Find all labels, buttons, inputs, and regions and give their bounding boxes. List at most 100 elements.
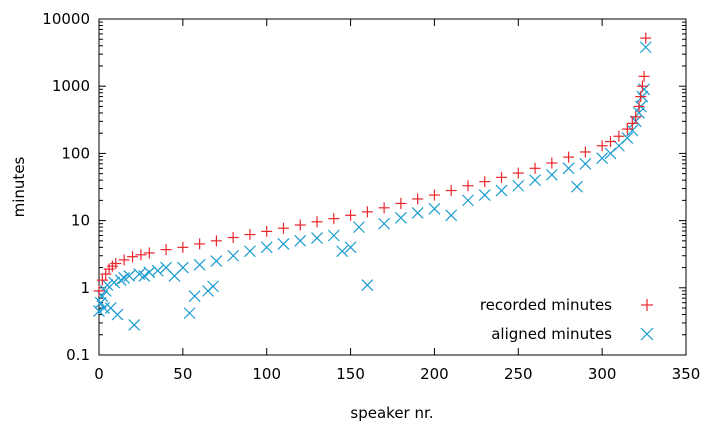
legend-marker-recorded	[641, 299, 653, 311]
marker-d2	[596, 152, 609, 165]
y-tick-label: 1	[80, 279, 90, 297]
data-point-aligned	[151, 264, 164, 277]
data-point-recorded	[378, 202, 390, 214]
marker-d2	[207, 280, 219, 293]
data-point-aligned	[394, 211, 407, 224]
marker-d2	[176, 261, 189, 274]
data-point-aligned	[478, 189, 491, 201]
data-point-aligned	[294, 234, 307, 247]
marker-d2	[311, 232, 323, 244]
series-recorded	[93, 32, 652, 297]
data-point-recorded	[462, 180, 474, 192]
marker-d2	[529, 174, 541, 187]
marker-d2	[260, 241, 273, 254]
data-point-recorded	[428, 189, 440, 201]
data-point-recorded	[412, 193, 424, 205]
data-point-aligned	[277, 237, 290, 250]
marker-d2	[104, 302, 117, 314]
marker-d2	[108, 276, 121, 289]
x-tick-label: 300	[588, 365, 617, 383]
x-tick-label: 250	[504, 365, 533, 383]
data-point-aligned	[411, 207, 424, 219]
x-tick-label: 200	[420, 365, 449, 383]
marker-d2	[571, 180, 583, 193]
marker-d2	[639, 41, 652, 54]
data-point-recorded	[96, 274, 108, 286]
data-point-aligned	[143, 266, 156, 279]
data-point-recorded	[177, 241, 189, 253]
data-point-recorded	[496, 171, 508, 183]
data-point-aligned	[111, 308, 124, 321]
data-point-recorded	[613, 130, 625, 142]
data-point-recorded	[395, 197, 407, 209]
marker-d2	[133, 268, 146, 281]
marker-d2	[151, 264, 164, 277]
legend-plus-marker	[641, 299, 653, 311]
marker-d2	[138, 270, 151, 282]
data-point-aligned	[188, 290, 201, 303]
data-point-recorded	[261, 225, 273, 237]
data-point-aligned	[327, 229, 340, 242]
data-point-aligned	[138, 270, 151, 282]
marker-d2	[344, 241, 357, 254]
data-point-aligned	[101, 279, 114, 291]
data-point-aligned	[579, 157, 592, 170]
legend-label-recorded: recorded minutes	[480, 296, 612, 314]
data-point-aligned	[336, 245, 349, 258]
data-point-recorded	[636, 80, 648, 92]
data-point-recorded	[630, 111, 642, 123]
data-point-aligned	[495, 184, 508, 197]
data-point-aligned	[123, 270, 136, 282]
data-point-recorded	[605, 136, 617, 148]
data-point-aligned	[562, 162, 575, 175]
data-point-recorded	[118, 254, 130, 266]
marker-d2	[445, 209, 458, 222]
data-point-recorded	[345, 209, 357, 221]
data-point-aligned	[621, 131, 634, 144]
marker-d2	[353, 221, 365, 234]
marker-d2	[411, 207, 424, 219]
marker-d2	[160, 261, 173, 274]
marker-d2	[188, 290, 201, 303]
legend-label-aligned: aligned minutes	[491, 325, 612, 343]
data-point-aligned	[114, 274, 127, 287]
marker-d2	[640, 327, 654, 341]
data-point-recorded	[638, 70, 650, 82]
marker-d2	[244, 245, 256, 258]
marker-d2	[123, 270, 136, 282]
marker-d2	[512, 179, 525, 192]
data-point-aligned	[462, 194, 474, 207]
data-point-aligned	[596, 152, 609, 165]
marker-d2	[579, 157, 592, 170]
data-point-recorded	[277, 222, 289, 234]
data-point-aligned	[260, 241, 273, 254]
marker-d2	[361, 279, 374, 291]
marker-d2	[114, 274, 127, 287]
data-point-aligned	[176, 261, 189, 274]
data-point-recorded	[546, 157, 558, 169]
legend-cross-marker	[640, 327, 654, 341]
data-point-recorded	[135, 249, 147, 261]
y-tick-label: 100	[61, 144, 90, 162]
data-point-recorded	[328, 213, 340, 225]
data-point-aligned	[108, 276, 121, 289]
marker-d2	[183, 307, 196, 320]
y-tick-label: 10	[71, 212, 90, 230]
data-point-recorded	[579, 146, 591, 158]
x-tick-label: 100	[252, 365, 281, 383]
marker-d2	[495, 184, 508, 197]
data-point-aligned	[361, 279, 374, 291]
marker-d2	[626, 124, 639, 137]
data-point-aligned	[626, 124, 639, 137]
marker-d2	[111, 308, 124, 321]
data-point-aligned	[193, 258, 206, 271]
legend-marker-aligned	[640, 327, 654, 341]
marker-d2	[128, 319, 141, 331]
data-point-aligned	[353, 221, 365, 234]
y-tick-label: 10000	[42, 10, 90, 28]
series-aligned	[93, 41, 652, 331]
data-point-recorded	[110, 257, 122, 269]
marker-d2	[394, 211, 407, 224]
